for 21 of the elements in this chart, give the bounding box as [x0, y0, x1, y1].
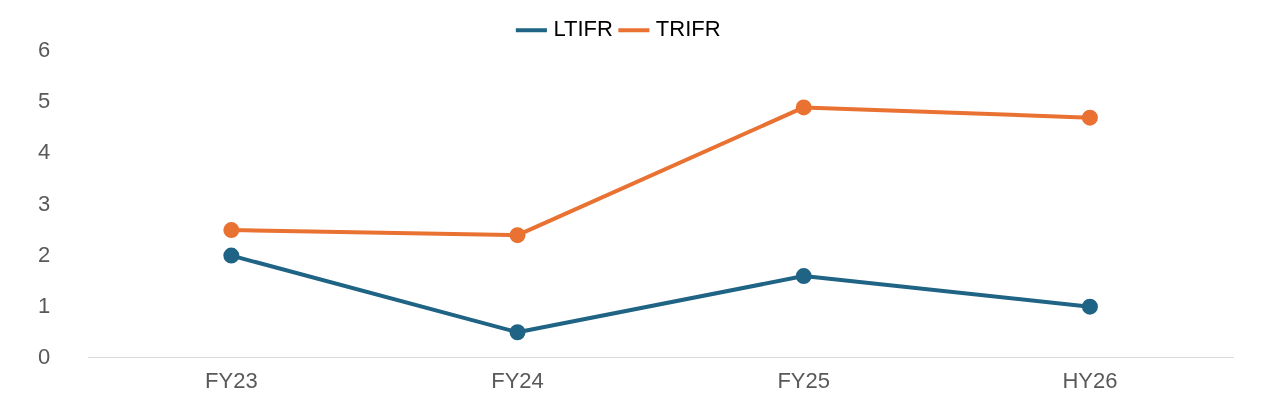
- legend-label: LTIFR: [553, 16, 613, 42]
- x-tick-label: FY25: [777, 368, 831, 394]
- y-tick-label: 2: [37, 241, 51, 267]
- x-tick-label: FY24: [491, 368, 544, 394]
- point: [1081, 109, 1098, 126]
- x-tick-label: HY26: [1062, 368, 1118, 394]
- legend-label: TRIFR: [655, 16, 721, 42]
- y-tick-label: 5: [37, 88, 51, 114]
- y-tick-label: 4: [37, 139, 51, 165]
- y-tick-label: 0: [37, 343, 51, 369]
- point: [509, 227, 526, 244]
- point: [509, 324, 526, 341]
- y-tick-label: 6: [37, 37, 51, 63]
- y-tick-label: 3: [37, 190, 51, 216]
- point: [223, 247, 240, 264]
- y-tick-label: 1: [37, 292, 51, 318]
- point: [795, 268, 812, 285]
- point: [1081, 298, 1098, 315]
- point: [223, 222, 240, 239]
- x-tick-label: FY23: [205, 368, 258, 394]
- point: [795, 99, 812, 116]
